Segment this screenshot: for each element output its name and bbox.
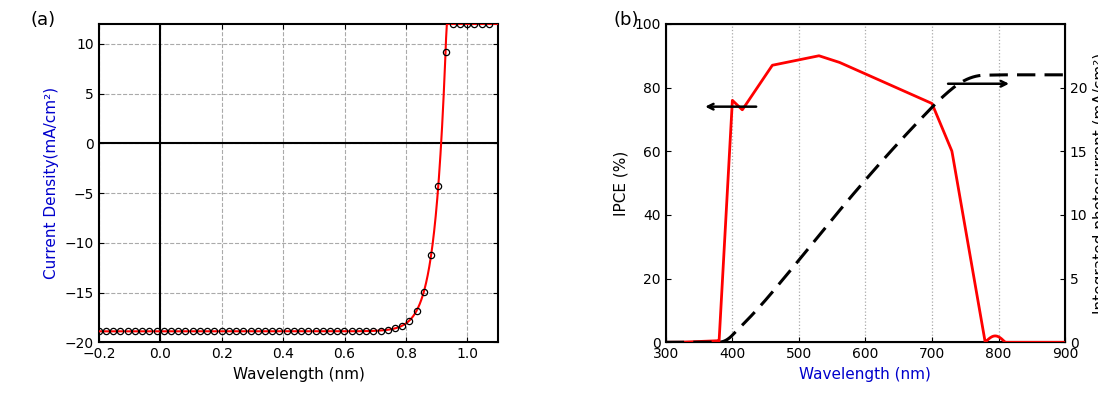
X-axis label: Wavelength (nm): Wavelength (nm) (233, 367, 365, 382)
Text: (b): (b) (614, 11, 639, 29)
Text: (a): (a) (31, 11, 56, 29)
Y-axis label: IPCE (%): IPCE (%) (614, 150, 629, 216)
X-axis label: Wavelength (nm): Wavelength (nm) (799, 367, 931, 382)
Y-axis label: Integrated photocurrent (mA/cm²): Integrated photocurrent (mA/cm²) (1094, 53, 1098, 314)
Y-axis label: Current Density(mA/cm²): Current Density(mA/cm²) (44, 87, 59, 279)
